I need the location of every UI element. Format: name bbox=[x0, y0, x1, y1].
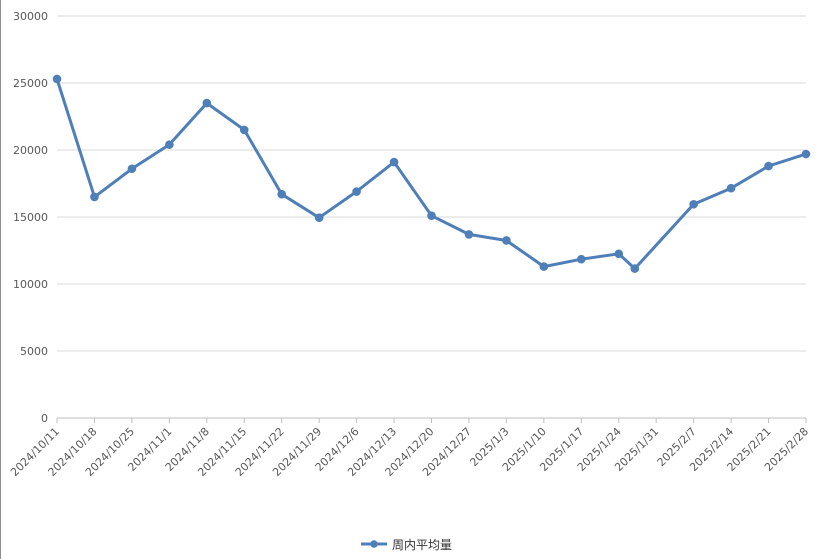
data-point bbox=[127, 164, 137, 174]
data-point bbox=[52, 74, 62, 84]
data-point bbox=[726, 183, 736, 193]
data-point bbox=[502, 236, 511, 245]
data-point bbox=[614, 249, 624, 259]
y-tick-label: 25000 bbox=[13, 77, 48, 90]
data-point bbox=[577, 254, 586, 264]
y-tick-label: 20000 bbox=[13, 144, 48, 157]
data-point bbox=[630, 264, 640, 273]
y-tick-label: 0 bbox=[41, 412, 48, 425]
data-point bbox=[352, 187, 361, 196]
y-tick-label: 10000 bbox=[13, 278, 48, 291]
data-point bbox=[427, 211, 436, 220]
data-point bbox=[539, 262, 549, 271]
data-point bbox=[202, 98, 212, 108]
y-tick-label: 30000 bbox=[13, 10, 48, 23]
legend-label: 周内平均量 bbox=[392, 538, 452, 552]
data-point bbox=[90, 192, 99, 202]
y-tick-label: 15000 bbox=[13, 211, 48, 224]
left-border bbox=[0, 0, 1, 559]
data-point bbox=[464, 230, 474, 239]
data-point bbox=[801, 149, 811, 159]
data-point bbox=[389, 157, 399, 167]
series-line bbox=[55, 77, 808, 271]
data-point bbox=[165, 140, 174, 149]
data-point bbox=[689, 199, 698, 209]
data-point bbox=[239, 125, 249, 135]
legend-marker bbox=[370, 540, 378, 548]
data-point bbox=[314, 213, 324, 222]
y-tick-label: 5000 bbox=[20, 345, 48, 358]
data-point bbox=[764, 161, 773, 171]
data-point bbox=[277, 189, 287, 199]
